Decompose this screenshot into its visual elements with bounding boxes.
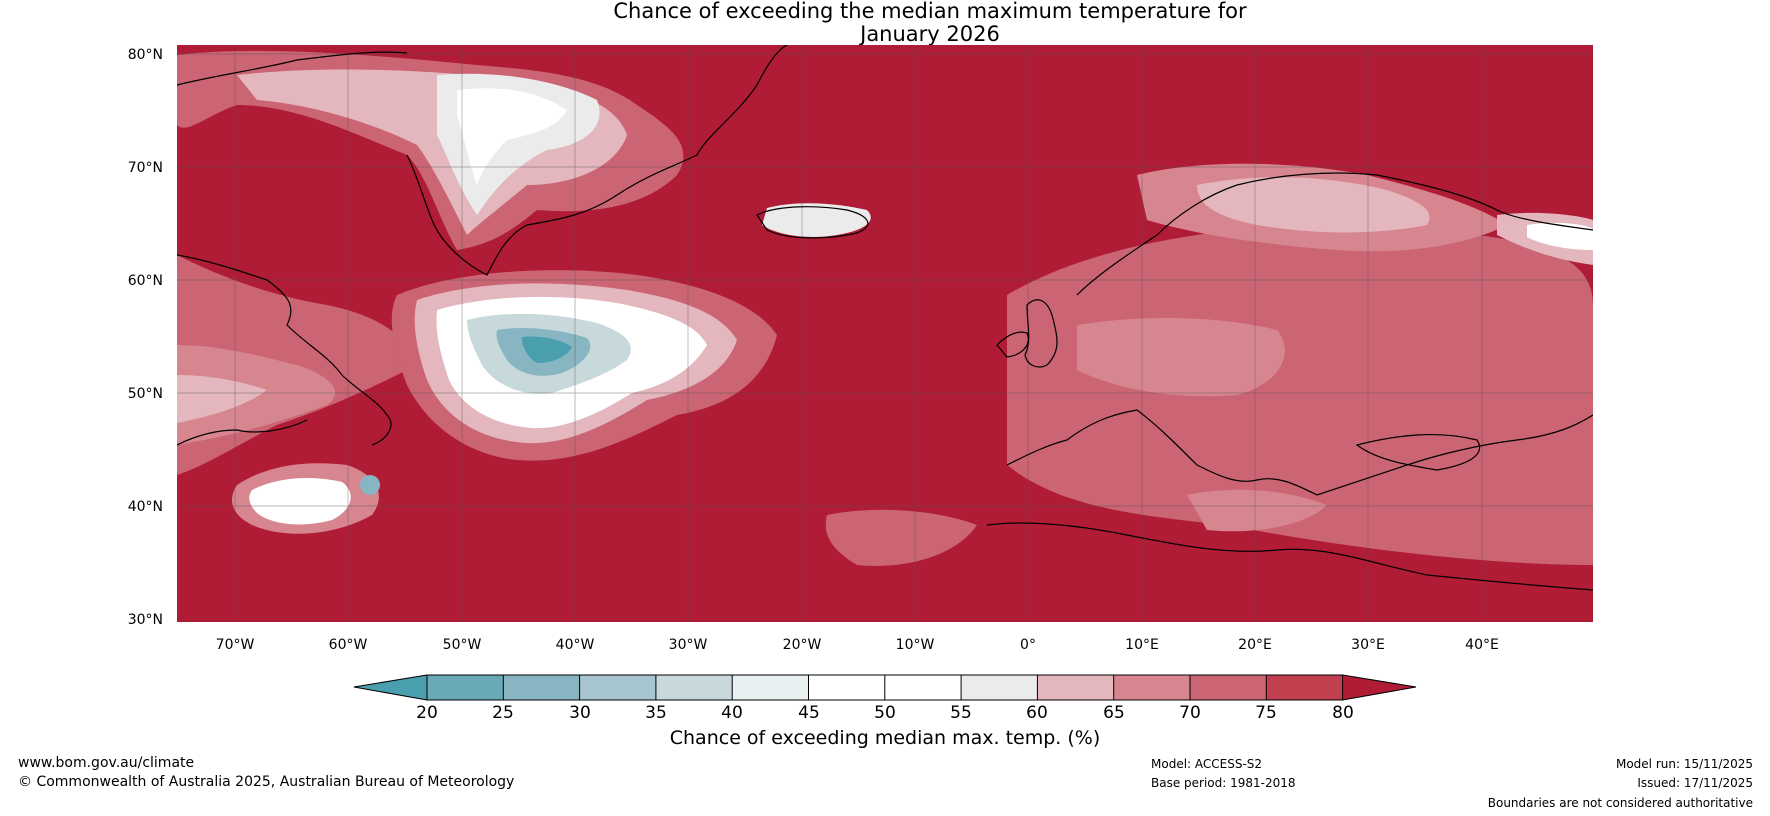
- colorbar-segment-65-70: [1113, 675, 1190, 700]
- model-run-text: Model run: 15/11/2025: [1615, 757, 1753, 771]
- colorbar-tick-70: 70: [1179, 703, 1201, 723]
- colorbar-segment-20-25: [427, 675, 504, 700]
- lat-label-50n: 50°N: [127, 386, 163, 402]
- map-canvas: [177, 45, 1593, 622]
- africa-zone-70: [825, 509, 977, 566]
- newfoundland-coast: [177, 419, 308, 446]
- atlantic-zone-20: [522, 336, 572, 363]
- west-zone-62: [177, 375, 267, 423]
- colorbar-segment-45-50: [808, 675, 885, 700]
- issued-text: Issued: 17/11/2025: [1637, 776, 1753, 790]
- lon-label-30e: 30°E: [1351, 637, 1385, 653]
- colorbar-segment-60-65: [1037, 675, 1114, 700]
- map-gridlines: [177, 45, 1593, 622]
- east-zone-50: [1527, 222, 1593, 250]
- central-europe-zone-66: [1077, 318, 1285, 397]
- mediterranean-zone-66: [1187, 489, 1327, 532]
- colorbar-label: Chance of exceeding median max. temp. (%…: [669, 727, 1101, 749]
- lon-label-70w: 70°W: [215, 637, 255, 653]
- colorbar-tick-40: 40: [721, 703, 743, 723]
- colorbar-outline: [353, 674, 1417, 701]
- southern-europe-coast: [1006, 409, 1593, 496]
- lon-label-30w: 30°W: [668, 637, 708, 653]
- probability-map: [177, 45, 1593, 622]
- colorbar-tick-30: 30: [569, 703, 591, 723]
- black-sea-coast: [1355, 433, 1481, 471]
- colorbar-extend-high: [1342, 675, 1416, 700]
- arctic-coast: [177, 51, 408, 86]
- lon-label-40e: 40°E: [1465, 637, 1499, 653]
- colorbar-tick-50: 50: [874, 703, 896, 723]
- scandinavia-coast: [1076, 172, 1593, 296]
- sw-zone-50: [249, 478, 351, 525]
- colorbar-tick-20: 20: [416, 703, 438, 723]
- lon-label-10e: 10°E: [1125, 637, 1159, 653]
- colorbar-extend-low: [354, 675, 427, 700]
- lat-label-40n: 40°N: [127, 499, 163, 515]
- colorbar-segment-25-30: [503, 675, 580, 700]
- colorbar-tick-60: 60: [1026, 703, 1048, 723]
- colorbar-segment-50-55: [884, 675, 962, 700]
- base-period-text: Base period: 1981-2018: [1151, 776, 1296, 790]
- title-line-2: January 2026: [860, 22, 1000, 46]
- europe-zone-70: [1007, 225, 1593, 565]
- iceland-zone: [762, 203, 871, 237]
- colorbar-tick-65: 65: [1103, 703, 1125, 723]
- website-link[interactable]: www.bom.gov.au/climate: [18, 755, 195, 771]
- lat-label-80n: 80°N: [127, 47, 163, 63]
- colorbar-tick-45: 45: [798, 703, 820, 723]
- colorbar-segment-35-40: [655, 675, 733, 700]
- colorbar-segment-75-80: [1266, 675, 1343, 700]
- colorbar-tick-80: 80: [1332, 703, 1354, 723]
- lon-label-20e: 20°E: [1238, 637, 1272, 653]
- lon-label-20w: 20°W: [782, 637, 822, 653]
- colorbar-segment-30-35: [579, 675, 656, 700]
- colorbar-segment-40-45: [732, 675, 809, 700]
- ireland-coast: [996, 331, 1029, 358]
- labrador-coast: [177, 254, 392, 446]
- boundaries-disclaimer: Boundaries are not considered authoritat…: [1487, 796, 1753, 810]
- lon-label-10w: 10°W: [895, 637, 935, 653]
- lat-label-30n: 30°N: [127, 612, 163, 628]
- iceland-coast: [756, 206, 869, 239]
- britain-coast: [1024, 299, 1058, 368]
- colorbar-tick-35: 35: [645, 703, 667, 723]
- north-africa-coast: [986, 522, 1593, 591]
- map-title: Chance of exceeding the median maximum t…: [0, 0, 1770, 46]
- lat-label-70n: 70°N: [127, 160, 163, 176]
- lon-label-50w: 50°W: [442, 637, 482, 653]
- title-line-1: Chance of exceeding the median maximum t…: [613, 0, 1247, 23]
- lon-label-40w: 40°W: [555, 637, 595, 653]
- greenland-coast: [406, 45, 788, 276]
- colorbar-segment-70-75: [1190, 675, 1267, 700]
- colorbar-tick-55: 55: [950, 703, 972, 723]
- lon-label-0: 0°: [1020, 637, 1036, 653]
- greenland-zone-50: [457, 88, 567, 185]
- copyright-text: © Commonwealth of Australia 2025, Austra…: [18, 774, 515, 790]
- lat-label-60n: 60°N: [127, 273, 163, 289]
- model-text: Model: ACCESS-S2: [1151, 757, 1263, 771]
- colorbar-tick-25: 25: [492, 703, 514, 723]
- sw-zone-blue: [360, 475, 380, 495]
- coastlines: [177, 45, 1593, 591]
- colorbar-tick-75: 75: [1255, 703, 1277, 723]
- colorbar-segment-55-60: [961, 675, 1038, 700]
- lon-label-60w: 60°W: [328, 637, 368, 653]
